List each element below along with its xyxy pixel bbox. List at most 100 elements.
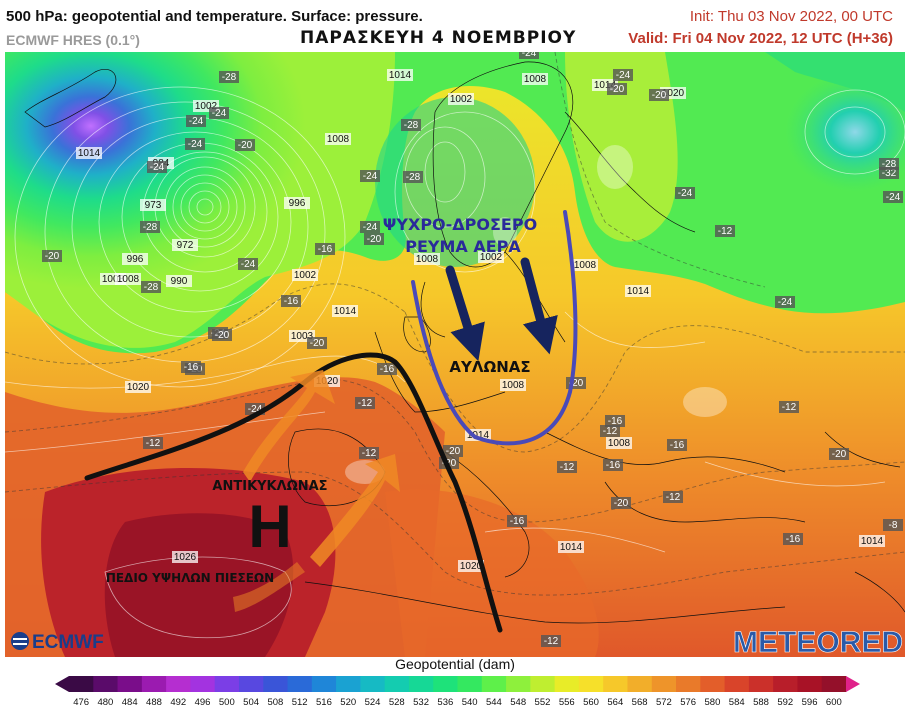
- colorbar-swatch: [141, 676, 167, 692]
- colorbar-tick-label: 552: [535, 697, 551, 708]
- pressure-label: 1002: [195, 101, 218, 112]
- colorbar-tick-label: 520: [340, 697, 356, 708]
- temperature-label-bg: [219, 71, 239, 83]
- temperature-label: -20: [446, 446, 461, 457]
- colorbar-swatch: [651, 676, 677, 692]
- pressure-label: 1002: [480, 252, 503, 263]
- temperature-label-bg: [141, 281, 161, 293]
- temperature-label-bg: [307, 337, 327, 349]
- colorbar-tick-label: 524: [365, 697, 381, 708]
- temperature-label: -24: [678, 188, 693, 199]
- temperature-label-bg: [212, 329, 232, 341]
- colorbar-tick-label: 596: [802, 697, 818, 708]
- colorbar-tick-label: 488: [146, 697, 162, 708]
- pressure-label: 996: [289, 198, 306, 209]
- temperature-label: -12: [146, 438, 161, 449]
- chart-title: 500 hPa: geopotential and temperature. S…: [6, 8, 423, 25]
- colorbar-tick-label: 480: [97, 697, 113, 708]
- pressure-label-bg: [332, 305, 358, 317]
- temperature-label: -12: [362, 448, 377, 459]
- pressure-label: 1014: [594, 80, 617, 91]
- pressure-label-bg: [522, 73, 548, 85]
- temperature-label-bg: [607, 83, 627, 95]
- valid-time: Valid: Fri 04 Nov 2022, 12 UTC (H+36): [628, 30, 893, 47]
- temperature-label-bg: [507, 515, 527, 527]
- temperature-label: -24: [189, 116, 204, 127]
- colorbar-tick-label: 544: [486, 697, 502, 708]
- colorbar-tick-label: 588: [753, 697, 769, 708]
- temperature-label-bg: [557, 461, 577, 473]
- colorbar-swatch: [214, 676, 240, 692]
- colorbar-swatch: [797, 676, 823, 692]
- cold-air-arrow: [445, 265, 485, 362]
- pressure-label: 972: [177, 240, 194, 251]
- temperature-label-bg: [235, 139, 255, 151]
- temperature-label: -24: [778, 297, 793, 308]
- temperature-label: -16: [510, 516, 525, 527]
- cold-air-arrow: [520, 257, 558, 355]
- colorbar-tick-label: 576: [680, 697, 696, 708]
- colorbar-tick-label: 512: [292, 697, 308, 708]
- temperature-label: -20: [215, 330, 230, 341]
- temperature-label: -8: [889, 520, 898, 531]
- ecmwf-logo: ECMWF: [11, 632, 104, 653]
- pressure-label-bg: [478, 251, 504, 263]
- temperature-label: -28: [882, 159, 897, 170]
- temperature-label-bg: [359, 447, 379, 459]
- pressure-label-bg: [122, 253, 148, 265]
- temperature-label-bg: [883, 519, 903, 531]
- temperature-label: -12: [666, 492, 681, 503]
- colorbar-swatch: [627, 676, 653, 692]
- warm-air-arrow: [233, 562, 305, 612]
- weather-map[interactable]: 1014100210081014102010149849739729969901…: [5, 52, 905, 657]
- pressure-label-bg: [172, 239, 198, 251]
- anticyclone-label: ΑΝΤΙΚΥΚΛΩΝΑΣ: [212, 479, 327, 494]
- temperature-label: -16: [608, 416, 623, 427]
- pressure-label: 1008: [327, 134, 350, 145]
- temperature-label: -20: [614, 498, 629, 509]
- temperature-label-bg: [779, 401, 799, 413]
- overlay-title: ΠΑΡΑΣΚΕΥΗ 4 ΝΟΕΜΒΡΙΟΥ: [300, 28, 577, 48]
- colorbar-tick-label: 556: [559, 697, 575, 708]
- temperature-label-bg: [360, 170, 380, 182]
- pressure-label: 996: [127, 254, 144, 265]
- colorbar-tick-label: 484: [122, 697, 138, 708]
- pressure-label-bg: [387, 69, 413, 81]
- colorbar-swatch: [481, 676, 507, 692]
- temperature-label: -20: [569, 378, 584, 389]
- colorbar-swatch: [190, 676, 216, 692]
- colorbar-swatch: [263, 676, 289, 692]
- colorbar-tick-label: 536: [437, 697, 453, 708]
- pressure-label-bg: [284, 197, 310, 209]
- temperature-label-bg: [667, 439, 687, 451]
- pressure-label: 1014: [467, 430, 490, 441]
- colorbar-tick-label: 540: [462, 697, 478, 708]
- temperature-label: -24: [363, 171, 378, 182]
- colorbar-tick-label: 584: [729, 697, 745, 708]
- colorbar-max-arrow: [846, 676, 860, 692]
- pressure-label: 1002: [294, 270, 317, 281]
- temperature-label: -20: [367, 234, 382, 245]
- temperature-label-bg: [519, 52, 539, 59]
- temperature-label-bg: [185, 138, 205, 150]
- pressure-label: 1014: [389, 70, 412, 81]
- temperature-label-bg: [783, 533, 803, 545]
- pressure-label: 1026: [174, 552, 197, 563]
- temperature-label-bg: [401, 119, 421, 131]
- colorbar-tick-label: 548: [510, 697, 526, 708]
- temperature-label-bg: [360, 221, 380, 233]
- colorbar-tick-label: 532: [413, 697, 429, 708]
- temperature-label: -16: [318, 244, 333, 255]
- colorbar-tick-label: 496: [195, 697, 211, 708]
- temperature-label: -24: [886, 192, 901, 203]
- colorbar-tick-label: 508: [267, 697, 283, 708]
- colorbar-swatch: [506, 676, 531, 692]
- colorbar-swatch: [821, 676, 847, 692]
- temperature-label-bg: [403, 171, 423, 183]
- colorbar-swatch: [360, 676, 386, 692]
- model-name: ECMWF HRES (0.1°): [6, 32, 140, 48]
- warm-air-arrow: [310, 454, 400, 567]
- temperature-label-bg: [315, 243, 335, 255]
- temperature-label-bg: [663, 491, 683, 503]
- pressure-label: 1008: [502, 380, 525, 391]
